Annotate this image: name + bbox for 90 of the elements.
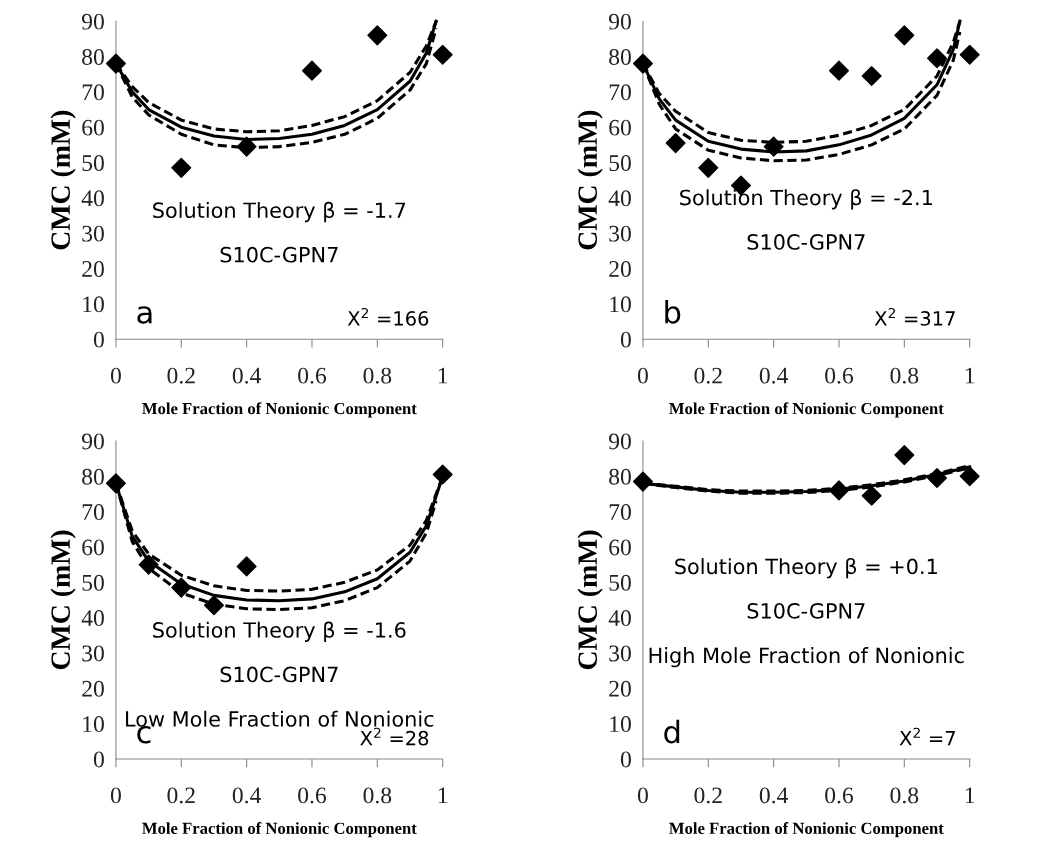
- x-tick-label: 1: [438, 787, 448, 804]
- y-tick-label: 60: [609, 119, 631, 136]
- annotation: S10C-GPN7: [747, 234, 865, 250]
- x-tick-label: 0.4: [232, 787, 262, 804]
- y-tick-label: 70: [609, 84, 631, 101]
- x-axis-title: Mole Fraction of Nonionic Component: [669, 402, 944, 418]
- x-tick-label: 1: [965, 367, 975, 384]
- y-tick-label: 0: [620, 751, 631, 768]
- y-tick-label: 30: [609, 645, 631, 662]
- y-axis-title: CMC (mM): [50, 110, 76, 250]
- y-tick-label: 10: [83, 296, 104, 313]
- annotation: S10C-GPN7: [220, 666, 338, 683]
- y-tick-label: 50: [82, 155, 104, 171]
- annotation: X$^{2}$ =28: [360, 727, 429, 746]
- annotation: S10C-GPN7: [747, 602, 865, 619]
- x-tick-label: 0.6: [825, 787, 854, 804]
- x-tick-label: 0.2: [167, 787, 195, 804]
- x-tick-label: 0.4: [759, 367, 789, 384]
- x-tick-label: 1: [965, 787, 975, 804]
- y-axis-title: CMC (mM): [577, 530, 603, 670]
- y-tick-label: 90: [81, 13, 104, 30]
- y-tick-label: 50: [82, 574, 104, 591]
- annotation: X$^{2}$ =166: [347, 307, 429, 326]
- annotation: Solution Theory β = -1.7: [153, 201, 406, 223]
- annotation: Low Mole Fraction of Nonionic: [126, 710, 434, 727]
- y-tick-label: 70: [609, 504, 631, 521]
- y-tick-label: 40: [81, 190, 104, 207]
- y-tick-label: 80: [82, 49, 104, 65]
- annotation: High Mole Fraction of Nonionic: [649, 647, 964, 668]
- x-tick-label: 0: [110, 367, 121, 384]
- y-tick-label: 60: [609, 539, 631, 556]
- x-tick-label: 1: [438, 367, 448, 384]
- y-tick-label: 60: [82, 539, 104, 556]
- y-tick-label: 50: [609, 155, 631, 171]
- x-tick-label: 0: [110, 787, 121, 804]
- y-axis-title: CMC (mM): [577, 110, 603, 250]
- y-tick-label: 30: [82, 645, 104, 662]
- y-tick-label: 20: [82, 261, 104, 277]
- x-axis-title: Mole Fraction of Nonionic Component: [669, 822, 944, 838]
- x-tick-label: 0.8: [363, 367, 392, 384]
- y-tick-label: 50: [609, 574, 631, 591]
- x-tick-label: 0.2: [694, 367, 722, 384]
- annotation: Solution Theory β = -2.1: [680, 189, 932, 210]
- annotation: c: [137, 725, 151, 744]
- x-tick-label: 0.8: [890, 367, 919, 384]
- y-tick-label: 70: [82, 504, 104, 521]
- y-tick-label: 40: [608, 190, 631, 207]
- annotation: b: [665, 300, 681, 324]
- annotation: S10C-GPN7: [220, 246, 338, 263]
- y-tick-label: 40: [81, 610, 104, 627]
- annotation: Solution Theory β = +0.1: [675, 558, 937, 579]
- y-tick-label: 80: [609, 49, 631, 65]
- y-tick-label: 0: [93, 331, 104, 348]
- x-tick-label: 0.8: [890, 787, 919, 804]
- y-tick-label: 90: [608, 13, 631, 30]
- y-tick-label: 30: [82, 225, 104, 242]
- x-tick-label: 0.4: [232, 367, 262, 384]
- x-tick-label: 0.6: [298, 367, 327, 384]
- annotation: a: [137, 306, 152, 324]
- y-tick-label: 90: [608, 433, 631, 450]
- y-tick-label: 90: [81, 433, 104, 450]
- y-tick-label: 0: [620, 331, 631, 348]
- x-tick-label: 0: [637, 787, 648, 804]
- x-tick-label: 0.8: [363, 787, 392, 804]
- y-tick-label: 20: [82, 680, 104, 697]
- y-tick-label: 10: [610, 296, 631, 313]
- annotation: X$^{2}$ =7: [899, 727, 955, 746]
- y-tick-label: 20: [609, 680, 631, 697]
- y-tick-label: 10: [610, 716, 631, 733]
- x-tick-label: 0.6: [825, 367, 854, 384]
- annotation: d: [664, 719, 680, 744]
- y-tick-label: 30: [609, 225, 631, 242]
- y-tick-label: 70: [82, 84, 104, 101]
- x-axis-title: Mole Fraction of Nonionic Component: [142, 822, 417, 838]
- y-axis-title: CMC (mM): [50, 530, 76, 670]
- x-axis-title: Mole Fraction of Nonionic Component: [142, 402, 417, 418]
- x-tick-label: 0.2: [694, 787, 722, 804]
- annotation: X$^{2}$ =317: [874, 307, 955, 326]
- y-tick-label: 0: [93, 751, 104, 768]
- x-tick-label: 0.6: [298, 787, 327, 804]
- y-tick-label: 20: [609, 261, 631, 277]
- y-tick-label: 80: [609, 468, 631, 485]
- y-tick-label: 40: [608, 610, 631, 627]
- y-tick-label: 60: [82, 119, 104, 136]
- y-tick-label: 10: [83, 716, 104, 733]
- annotation: Solution Theory β = -1.6: [153, 621, 406, 642]
- x-tick-label: 0.2: [167, 367, 195, 384]
- x-tick-label: 0.4: [759, 787, 789, 804]
- x-tick-label: 0: [637, 367, 648, 384]
- y-tick-label: 80: [82, 468, 104, 485]
